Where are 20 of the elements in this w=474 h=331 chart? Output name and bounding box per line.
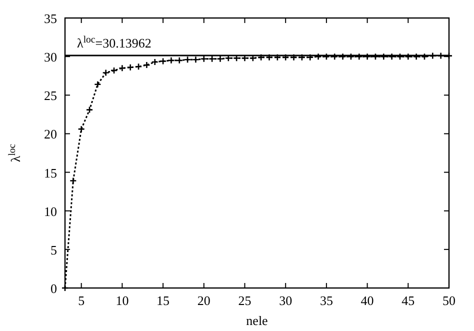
- y-tick-label: 0: [50, 281, 57, 296]
- x-tick-label: 15: [156, 293, 170, 308]
- legend-label: λ$^{loc}$=30.13962: [77, 34, 152, 50]
- x-axis-title: nele: [246, 313, 268, 328]
- x-tick-label: 25: [238, 293, 252, 308]
- y-tick-label: 25: [44, 88, 57, 104]
- y-tick-label: 20: [44, 126, 57, 142]
- y-tick-label: 35: [44, 11, 57, 26]
- x-tick-label: 45: [402, 293, 415, 308]
- x-tick-label: 50: [442, 293, 456, 308]
- y-tick-label: 10: [44, 204, 57, 219]
- x-tick-label: 20: [197, 293, 210, 308]
- x-tick-label: 30: [279, 293, 292, 308]
- x-tick-label: 5: [78, 293, 85, 308]
- y-tick-label: 30: [44, 50, 57, 65]
- x-tick-label: 35: [320, 293, 333, 308]
- x-tick-label: 10: [116, 293, 129, 308]
- y-tick-label: 5: [50, 242, 57, 258]
- y-tick-label: 15: [44, 165, 57, 180]
- x-tick-label: 40: [360, 293, 374, 308]
